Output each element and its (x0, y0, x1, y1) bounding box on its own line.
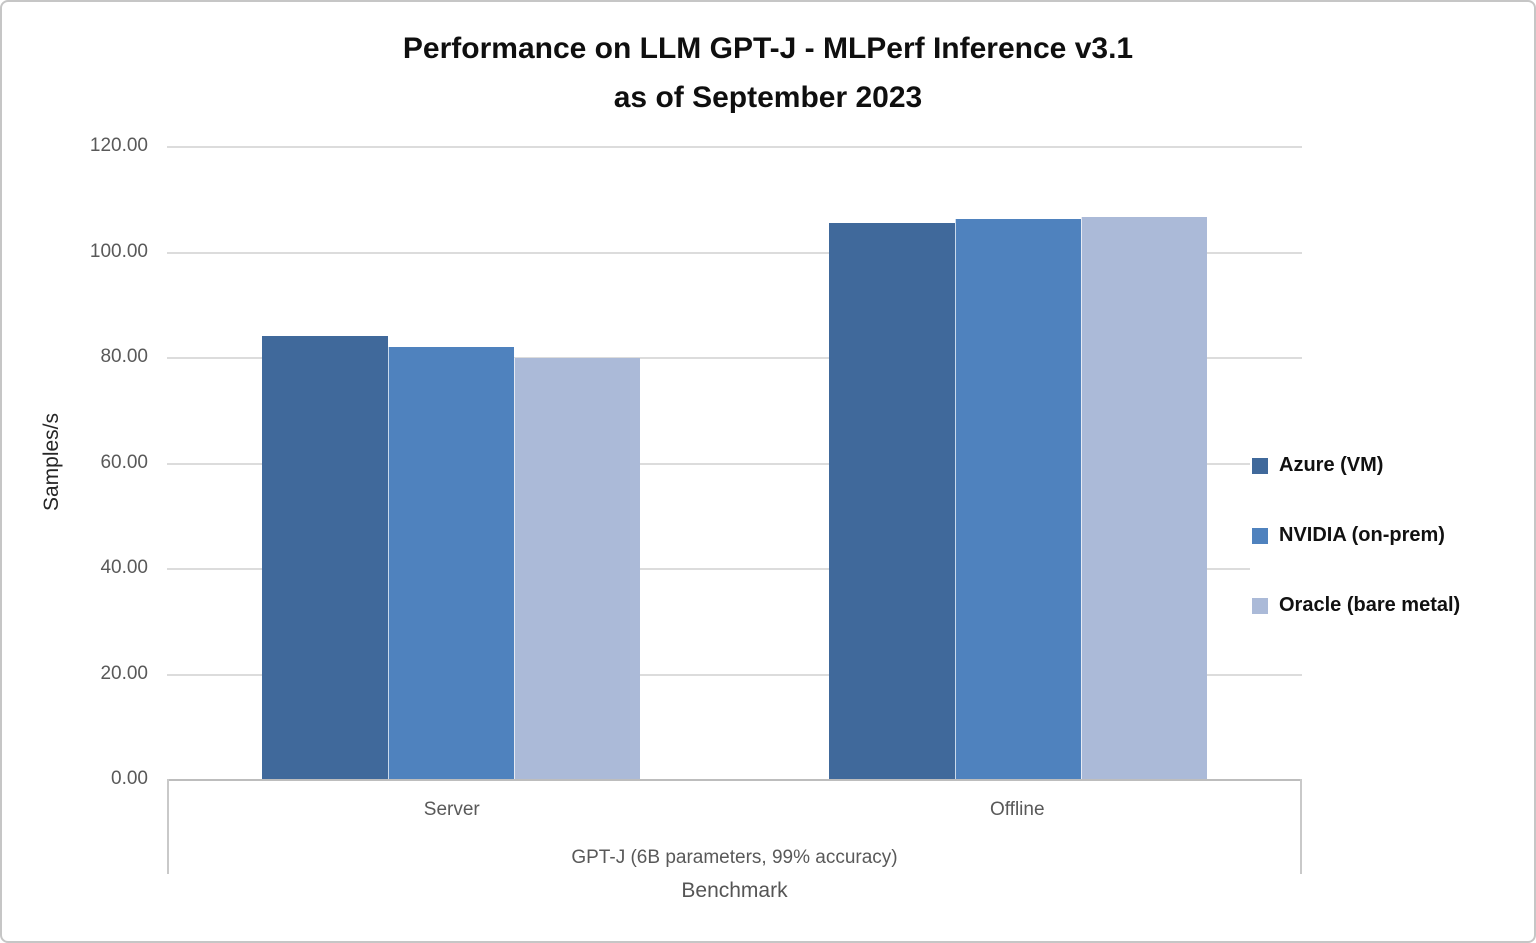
bar-nvidia-on-prem-offline (955, 219, 1082, 779)
bar-oracle-bare-metal-server (513, 358, 640, 779)
gridline-20.00 (167, 673, 1302, 676)
legend-swatch-oracle-bare-metal (1252, 597, 1268, 614)
bar-nvidia-on-prem-server (387, 346, 514, 779)
legend-item-oracle-bare-metal: Oracle (bare metal) (1252, 594, 1460, 617)
category-label-server: Server (423, 799, 480, 820)
y-axis-tick-labels: 120.00 100.00 80.00 60.00 40.00 20.00 0.00 (2, 135, 154, 789)
legend-swatch-nvidia-on-prem (1252, 527, 1268, 544)
category-label-offline: Offline (989, 799, 1045, 820)
legend: Azure (VM) NVIDIA (on-prem) Oracle (bare m… (1250, 452, 1469, 619)
legend-item-nvidia-on-prem: NVIDIA (on-prem) (1252, 524, 1460, 547)
legend-label-nvidia-on-prem: NVIDIA (on-prem) (1279, 524, 1445, 546)
y-tick-label-40.00: 40.00 (100, 557, 148, 578)
x-axis-title: Benchmark (681, 879, 788, 902)
legend-swatch-azure-vm (1252, 457, 1268, 474)
plot-area (167, 146, 1302, 781)
category-axis-box: Server Offline GPT-J (6B parameters, 99% … (167, 779, 1302, 874)
category-group-label: GPT-J (6B parameters, 99% accuracy) (571, 847, 898, 868)
gridline-80.00 (167, 357, 1302, 359)
bar-azure-vm-server (261, 335, 388, 779)
bar-group-server (167, 146, 735, 779)
category-labels: Server Offline (169, 779, 1300, 821)
gridline-60.00 (167, 462, 1302, 465)
y-tick-label-20.00: 20.00 (100, 662, 148, 684)
y-tick-label-100.00: 100.00 (89, 240, 148, 262)
legend-label-oracle-bare-metal: Oracle (bare metal) (1279, 594, 1461, 616)
legend-label-azure-vm: Azure (VM) (1279, 454, 1384, 476)
legend-item-azure-vm: Azure (VM) (1252, 454, 1460, 477)
bar-group-offline (735, 146, 1303, 779)
y-tick-label-0.00: 0.00 (111, 768, 148, 789)
gridline-120.00 (167, 146, 1302, 148)
y-tick-label-80.00: 80.00 (100, 346, 148, 367)
bar-azure-vm-offline (829, 222, 956, 779)
y-tick-label-120.00: 120.00 (89, 135, 148, 156)
gridline-40.00 (167, 568, 1302, 570)
bar-oracle-bare-metal-offline (1081, 216, 1208, 779)
y-tick-label-60.00: 60.00 (100, 451, 148, 473)
gridline-100.00 (167, 251, 1302, 254)
chart-title-line2: as of September 2023 (613, 81, 923, 114)
bar-groups (167, 146, 1302, 779)
chart-title: Performance on LLM GPT-J - MLPerf Infere… (2, 24, 1534, 122)
chart-title-line1: Performance on LLM GPT-J - MLPerf Infere… (402, 32, 1134, 65)
